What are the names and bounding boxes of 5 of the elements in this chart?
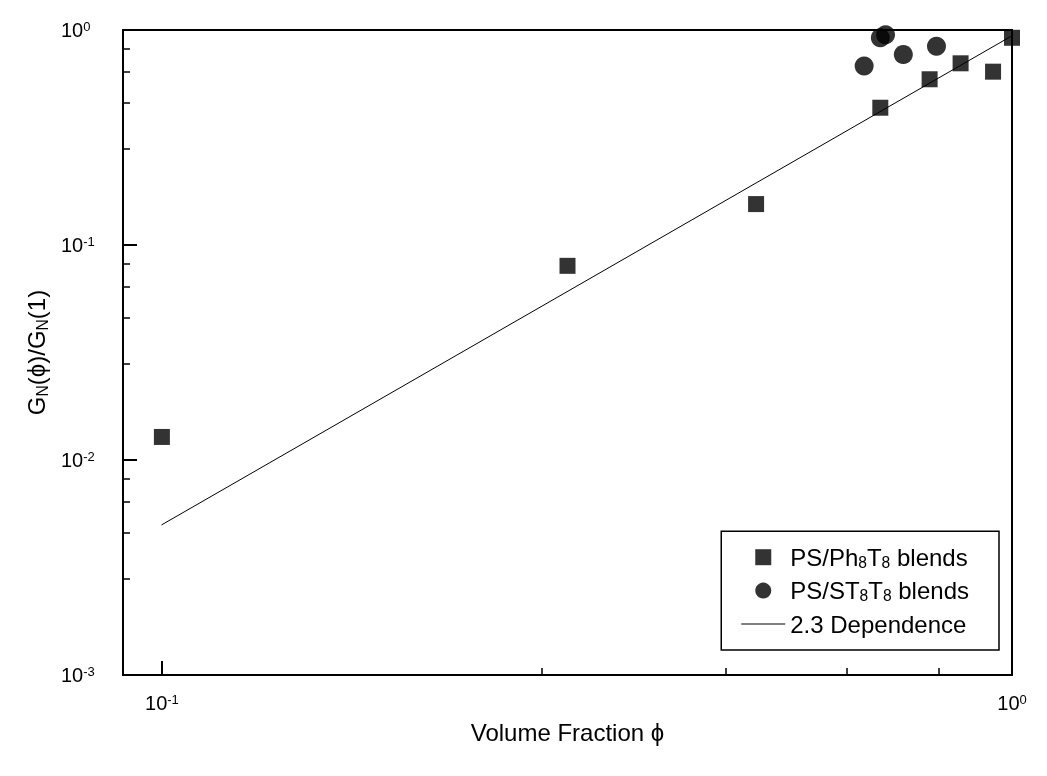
legend-label: 2.3 Dependence	[790, 610, 967, 638]
legend-label: PS/ST8T8 blends	[790, 577, 969, 605]
y-axis-title: GN(ϕ)/GN(1)	[23, 289, 51, 416]
x-axis-title: Volume Fraction ϕ	[470, 718, 665, 746]
legend-label: PS/Ph8T8 blends	[790, 543, 968, 572]
